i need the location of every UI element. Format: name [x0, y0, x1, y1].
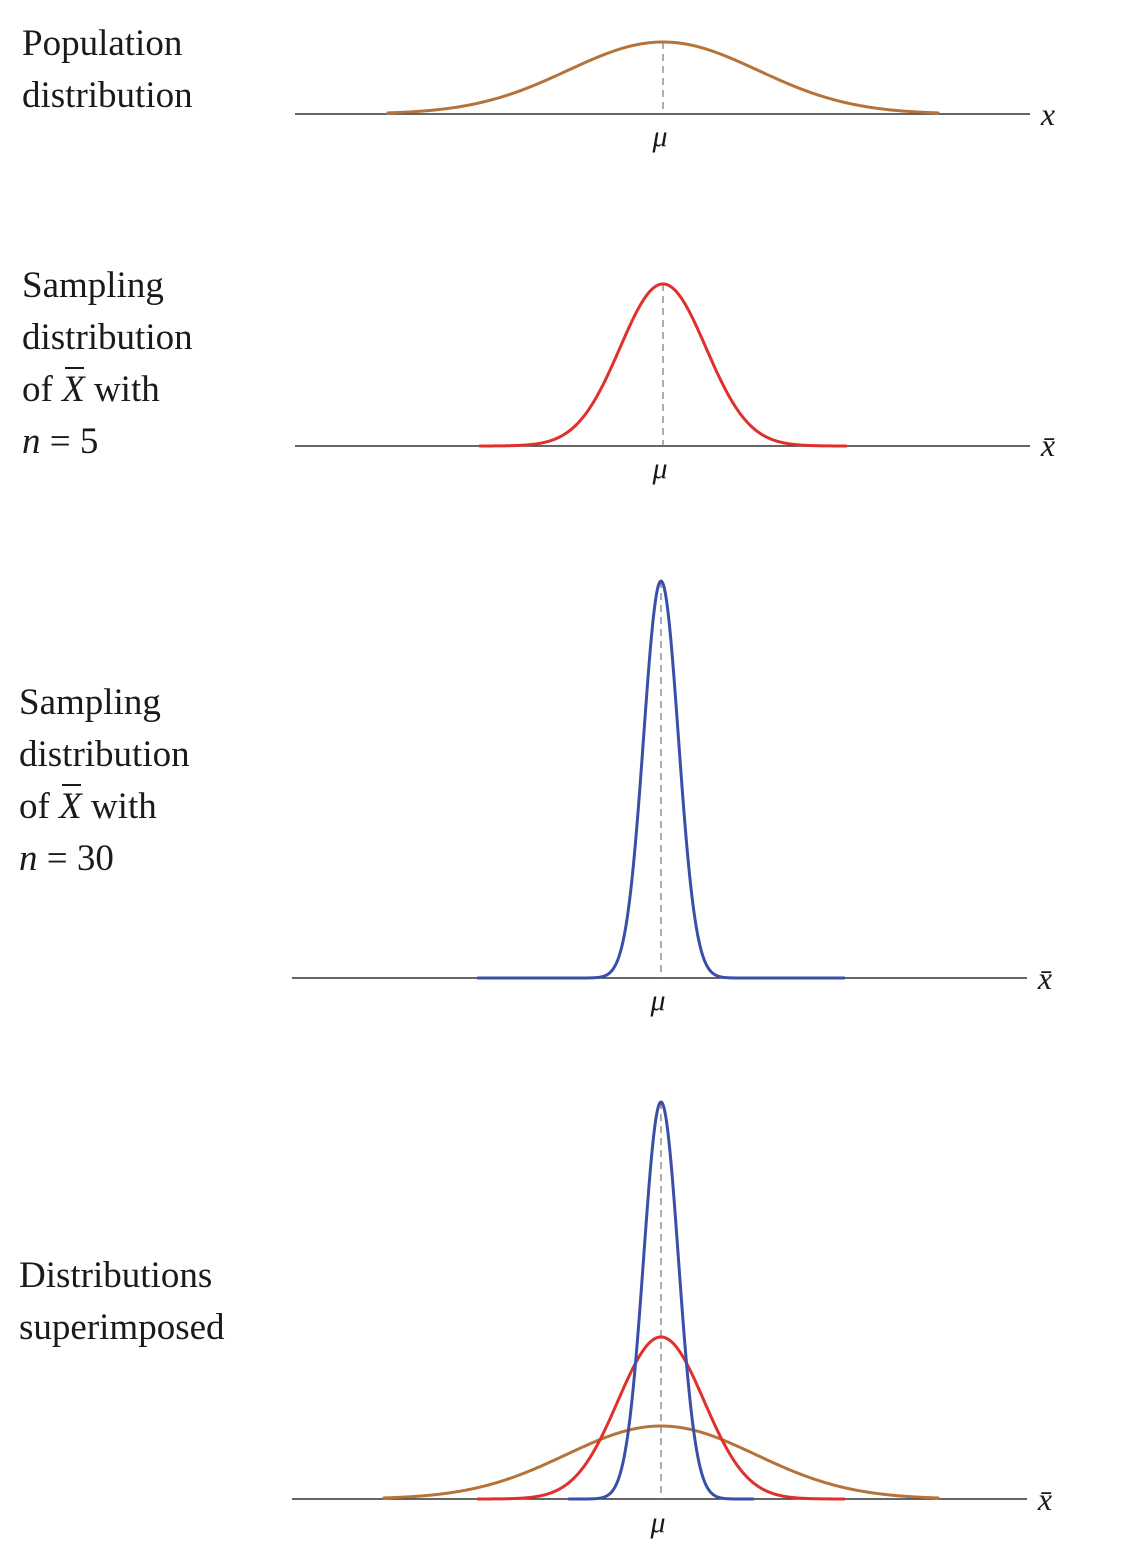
panel-label-superimposed: Distributions superimposed: [19, 1250, 225, 1354]
xbar-symbol: X: [59, 781, 82, 833]
axis-label: x: [1040, 96, 1055, 132]
axis-label: x̄: [1040, 427, 1055, 463]
label-line: distribution: [22, 75, 193, 116]
label-with: with: [93, 369, 160, 410]
n-symbol: n: [19, 838, 38, 879]
curve-n5: [476, 1335, 846, 1501]
n-value: = 5: [49, 421, 99, 462]
label-line: Distributions: [19, 1255, 213, 1296]
label-with: with: [90, 786, 157, 827]
panel-label-population: Population distribution: [22, 18, 193, 122]
xbar-symbol: X: [62, 364, 85, 416]
panel-population: xμ: [295, 40, 1055, 153]
panel-label-n30: Sampling distribution of X with n = 30: [19, 677, 190, 885]
curve-n30: [476, 579, 846, 980]
label-line: Sampling: [22, 265, 164, 306]
curve-population: [382, 1424, 940, 1500]
panel-n5: x̄ μ: [295, 282, 1055, 485]
curve-population: [386, 40, 940, 115]
axis-label: x̄: [1037, 1481, 1052, 1517]
label-line: superimposed: [19, 1307, 225, 1348]
axis-label: x̄: [1037, 960, 1052, 996]
label-line-of-xbar: of X with: [22, 364, 193, 416]
curve-n30: [567, 1100, 755, 1501]
mu-label: μ: [651, 120, 667, 153]
panel-n30: x̄ μ: [292, 579, 1052, 1017]
n-value: = 30: [46, 838, 114, 879]
mu-label: μ: [649, 984, 665, 1017]
panel-label-n5: Sampling distribution of X with n = 5: [22, 260, 193, 468]
label-line-n: n = 5: [22, 416, 193, 468]
mu-label: μ: [651, 452, 667, 485]
label-line: distribution: [22, 317, 193, 358]
panel-superimposed: x̄ μ: [292, 1100, 1052, 1539]
curve-n5: [478, 282, 848, 448]
label-line: Sampling: [19, 682, 161, 723]
label-line: distribution: [19, 734, 190, 775]
mu-label: μ: [649, 1506, 665, 1539]
label-of: of: [22, 369, 53, 410]
label-of: of: [19, 786, 50, 827]
n-symbol: n: [22, 421, 41, 462]
label-line-n: n = 30: [19, 833, 190, 885]
label-line: Population: [22, 23, 183, 64]
label-line-of-xbar: of X with: [19, 781, 190, 833]
